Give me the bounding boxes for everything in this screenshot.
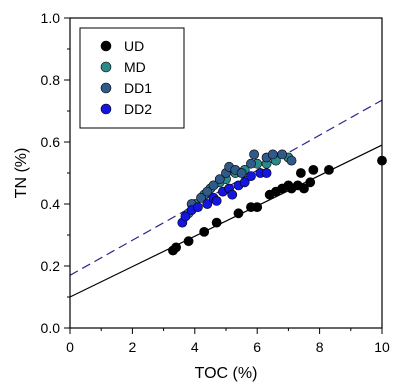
x-tick-label-8: 8	[316, 339, 324, 355]
x-tick-label-10: 10	[374, 339, 390, 355]
regression-line-dashed	[69, 99, 383, 276]
point-dd2-14	[261, 168, 272, 178]
point-ud-15	[299, 183, 309, 194]
point-ud-4	[211, 217, 222, 228]
point-dd1-9	[246, 158, 256, 169]
legend-marker-dd2	[100, 103, 112, 115]
y-tick-label-0.8: 0.8	[41, 72, 61, 88]
point-dd1-8	[236, 168, 247, 178]
legend-label-ud: UD	[124, 38, 144, 54]
point-dd2-11	[239, 177, 250, 188]
point-dd2-12	[246, 171, 256, 181]
x-tick-label-2: 2	[129, 339, 137, 355]
y-tick-label-0.4: 0.4	[41, 196, 61, 212]
y-tick-label-0.6: 0.6	[41, 134, 61, 150]
x-tick-label-4: 4	[191, 339, 199, 355]
series-dd2	[177, 168, 272, 228]
point-ud-5	[233, 208, 244, 219]
point-dd2-1	[180, 211, 191, 222]
point-dd1-14	[286, 155, 297, 166]
point-dd1-12	[267, 149, 278, 160]
legend-box	[79, 27, 185, 129]
point-ud-14	[295, 168, 306, 178]
point-ud-18	[324, 164, 334, 175]
x-axis-label: TOC (%)	[195, 365, 258, 382]
point-ud-1	[171, 242, 181, 253]
point-dd1-3	[208, 180, 219, 191]
y-tick-label-0.0: 0.0	[41, 320, 61, 336]
point-dd2-3	[193, 202, 203, 212]
legend-label-md: MD	[124, 59, 146, 75]
point-dd1-1	[196, 192, 206, 203]
point-dd1-4	[214, 174, 225, 185]
point-dd1-13	[277, 149, 288, 160]
point-dd2-6	[211, 195, 222, 206]
point-dd1-2	[202, 186, 213, 197]
point-ud-7	[252, 202, 263, 212]
y-axis-label: TN (%)	[13, 148, 30, 199]
legend-marker-dd1	[100, 82, 112, 94]
point-dd2-9	[227, 189, 238, 200]
point-ud-17	[308, 164, 319, 175]
y-tick-label-1.0: 1.0	[41, 10, 61, 26]
series-ud	[168, 155, 387, 256]
point-ud-2	[183, 236, 194, 247]
point-dd1-10	[249, 149, 259, 160]
legend-marker-ud	[100, 40, 112, 52]
series-dd1	[186, 149, 297, 209]
legend: UD MD DD1 DD2	[79, 27, 185, 129]
point-ud-16	[305, 177, 316, 188]
legend-marker-md	[100, 61, 112, 73]
x-tick-label-6: 6	[253, 339, 261, 355]
legend-label-dd1: DD1	[124, 80, 152, 96]
y-tick-label-0.2: 0.2	[41, 258, 61, 274]
x-tick-label-0: 0	[66, 339, 74, 355]
point-dd2-4	[202, 199, 213, 209]
legend-label-dd2: DD2	[124, 101, 152, 117]
axes: 0 2 4 6 8 10 0.0 0.2 0.4 0.6 0.8 1.0 TOC (%) TN (%)	[13, 10, 390, 382]
plot-area	[69, 99, 387, 298]
point-ud-3	[199, 226, 210, 237]
